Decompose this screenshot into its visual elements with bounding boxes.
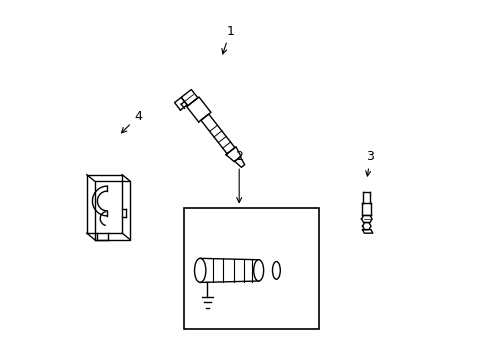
Ellipse shape [253,260,263,281]
Ellipse shape [194,258,205,283]
Text: 2: 2 [235,150,243,203]
Bar [184,208,318,329]
Text: 4: 4 [121,110,142,133]
Ellipse shape [272,261,280,279]
Text: 1: 1 [222,24,234,54]
Text: 3: 3 [365,150,373,176]
